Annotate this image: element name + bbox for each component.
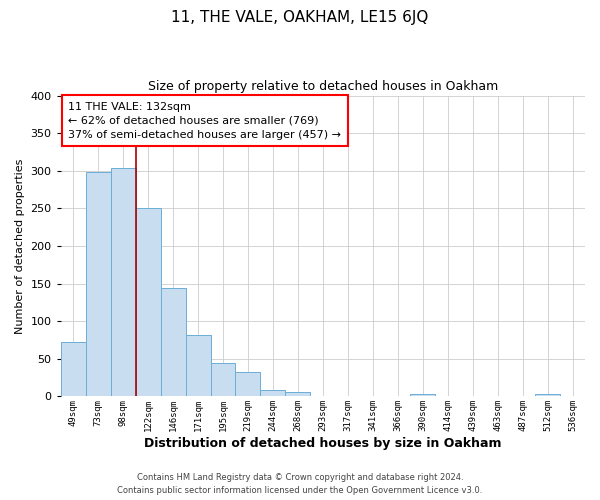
Bar <box>61 342 86 396</box>
Bar <box>286 392 310 396</box>
Bar <box>86 172 110 396</box>
Text: Contains HM Land Registry data © Crown copyright and database right 2024.
Contai: Contains HM Land Registry data © Crown c… <box>118 473 482 495</box>
Bar <box>161 288 185 397</box>
Bar <box>260 390 286 396</box>
Bar <box>185 334 211 396</box>
Bar <box>110 168 136 396</box>
Bar <box>235 372 260 396</box>
Text: 11, THE VALE, OAKHAM, LE15 6JQ: 11, THE VALE, OAKHAM, LE15 6JQ <box>172 10 428 25</box>
Bar <box>410 394 435 396</box>
Bar <box>136 208 161 396</box>
Bar <box>211 364 235 396</box>
Bar <box>535 394 560 396</box>
Title: Size of property relative to detached houses in Oakham: Size of property relative to detached ho… <box>148 80 498 93</box>
Y-axis label: Number of detached properties: Number of detached properties <box>15 158 25 334</box>
Text: 11 THE VALE: 132sqm
← 62% of detached houses are smaller (769)
37% of semi-detac: 11 THE VALE: 132sqm ← 62% of detached ho… <box>68 102 341 140</box>
X-axis label: Distribution of detached houses by size in Oakham: Distribution of detached houses by size … <box>144 437 502 450</box>
